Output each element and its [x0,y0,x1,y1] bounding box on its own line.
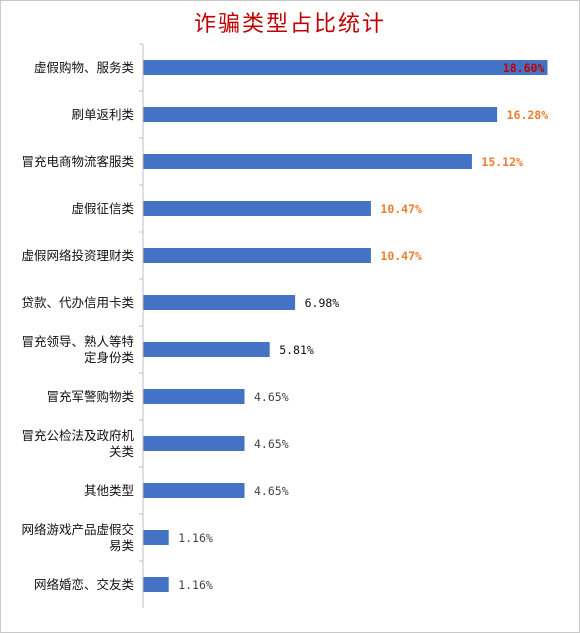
bar-4 [143,201,371,216]
data-label-6: 6.98% [305,296,340,310]
category-label: 贷款、代办信用卡类 [21,295,134,310]
bar-6 [143,295,296,310]
bar-9 [143,436,245,451]
category-label: 网络游戏产品虚假交易类 [21,522,134,553]
category-label: 冒充公检法及政府机关类 [21,428,134,459]
bar-5 [143,248,371,263]
category-label: 刷单返利类 [71,107,134,122]
data-label-8: 4.65% [254,390,289,404]
bar-3 [143,154,472,169]
category-label: 虚假征信类 [71,201,134,216]
category-label: 冒充领导、熟人等特定身份类 [21,334,134,365]
category-label: 冒充军警购物类 [46,389,134,404]
category-label: 其他类型 [84,483,134,498]
bar-11 [143,530,169,545]
category-label: 网络婚恋、交友类 [34,577,135,592]
category-label: 冒充电商物流客服类 [21,154,134,169]
data-label-12: 1.16% [178,578,213,592]
bar-8 [143,389,245,404]
data-label-10: 4.65% [254,484,289,498]
data-label-5: 10.47% [380,249,422,263]
bar-7 [143,342,270,357]
category-label: 虚假网络投资理财类 [21,248,134,263]
data-label-7: 5.81% [279,343,314,357]
bar-1 [143,60,548,75]
data-label-4: 10.47% [380,202,422,216]
bar-10 [143,483,245,498]
data-label-2: 16.28% [507,108,549,122]
bar-12 [143,577,169,592]
data-label-9: 4.65% [254,437,289,451]
data-label-1: 18.60% [503,61,545,75]
data-label-3: 15.12% [481,155,523,169]
data-label-11: 1.16% [178,531,213,545]
chart-title: 诈骗类型占比统计 [193,12,386,37]
bar-2 [143,107,498,122]
category-label: 虚假购物、服务类 [34,60,135,75]
